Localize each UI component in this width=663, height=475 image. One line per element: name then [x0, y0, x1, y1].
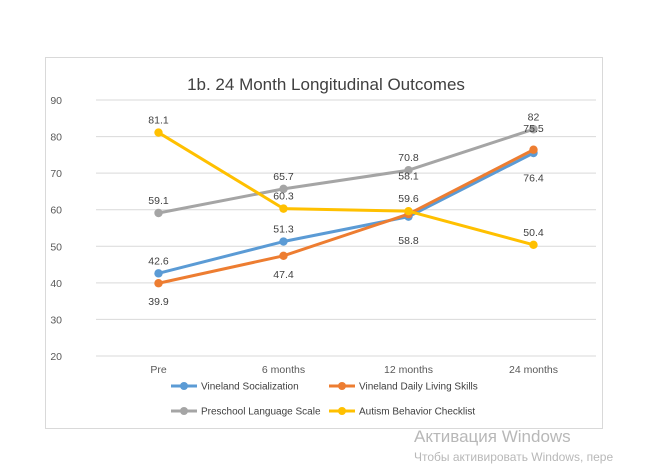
data-label: 39.9: [148, 296, 169, 308]
data-point: [404, 206, 413, 216]
data-label: 60.3: [273, 191, 294, 203]
data-label: 82: [528, 111, 540, 123]
line-chart: 1b. 24 Month Longitudinal Outcomes 20 30 4…: [50, 75, 596, 418]
y-tick-label: 50: [50, 241, 62, 253]
data-point: [279, 184, 288, 194]
legend-swatch-marker: [338, 407, 346, 415]
legend-item: Vineland Daily Living Skills: [329, 382, 478, 393]
legend-item: Autism Behavior Checklist: [329, 407, 475, 418]
chart-frame: 1b. 24 Month Longitudinal Outcomes 20 30 4…: [45, 57, 603, 429]
data-point: [529, 240, 538, 250]
data-point: [404, 166, 413, 175]
data-label: 75.5: [523, 123, 544, 135]
data-label: 58.8: [398, 235, 419, 247]
data-point: [279, 251, 288, 260]
chart-title: 1b. 24 Month Longitudinal Outcomes: [187, 75, 465, 94]
data-label: 70.8: [398, 152, 419, 164]
legend-label: Vineland Socialization: [201, 382, 299, 393]
windows-activation-watermark: Активация Windows Чтобы активировать Win…: [414, 426, 663, 475]
y-tick-label: 80: [50, 132, 62, 144]
data-label: 51.3: [273, 224, 294, 236]
data-label: 42.6: [148, 255, 169, 267]
legend-swatch-marker: [180, 407, 188, 415]
legend-swatch-marker: [338, 382, 346, 390]
y-tick-label: 40: [50, 278, 62, 290]
data-point: [279, 204, 288, 213]
data-point: [154, 128, 163, 137]
data-label: 76.4: [523, 173, 544, 185]
y-tick-label: 90: [50, 95, 62, 107]
data-label: 59.1: [148, 195, 169, 207]
legend-label: Preschool Language Scale: [201, 407, 321, 418]
legend-swatch-marker: [180, 382, 188, 390]
x-tick-label: 6 months: [262, 364, 305, 376]
watermark-subtitle: Чтобы активировать Windows, пере: [414, 450, 614, 464]
legend-label: Autism Behavior Checklist: [359, 407, 475, 418]
y-tick-label: 70: [50, 168, 62, 180]
data-point: [154, 269, 163, 278]
legend-item: Vineland Socialization: [171, 382, 299, 393]
legend-label: Vineland Daily Living Skills: [359, 382, 478, 393]
data-label: 81.1: [148, 115, 169, 127]
data-point: [154, 208, 163, 218]
data-point: [529, 125, 538, 134]
data-label: 47.4: [273, 269, 294, 281]
y-tick-label: 30: [50, 314, 62, 326]
x-tick-label: Pre: [150, 364, 167, 376]
x-tick-label: 24 months: [509, 364, 558, 376]
legend-item: Preschool Language Scale: [171, 407, 321, 418]
data-label: 65.7: [273, 171, 294, 183]
data-point: [154, 279, 163, 288]
x-tick-label: 12 months: [384, 364, 433, 376]
data-label: 50.4: [523, 227, 544, 239]
data-label: 59.6: [398, 193, 419, 205]
data-point: [529, 145, 538, 154]
y-tick-label: 20: [50, 351, 62, 363]
watermark-title: Активация Windows: [414, 427, 571, 446]
data-point: [279, 237, 288, 246]
y-tick-label: 60: [50, 205, 62, 217]
series-line: [157, 151, 535, 275]
series-line: [157, 127, 535, 215]
series-line: [157, 131, 535, 247]
series-line: [157, 148, 535, 285]
data-label: 58.1: [398, 171, 419, 183]
